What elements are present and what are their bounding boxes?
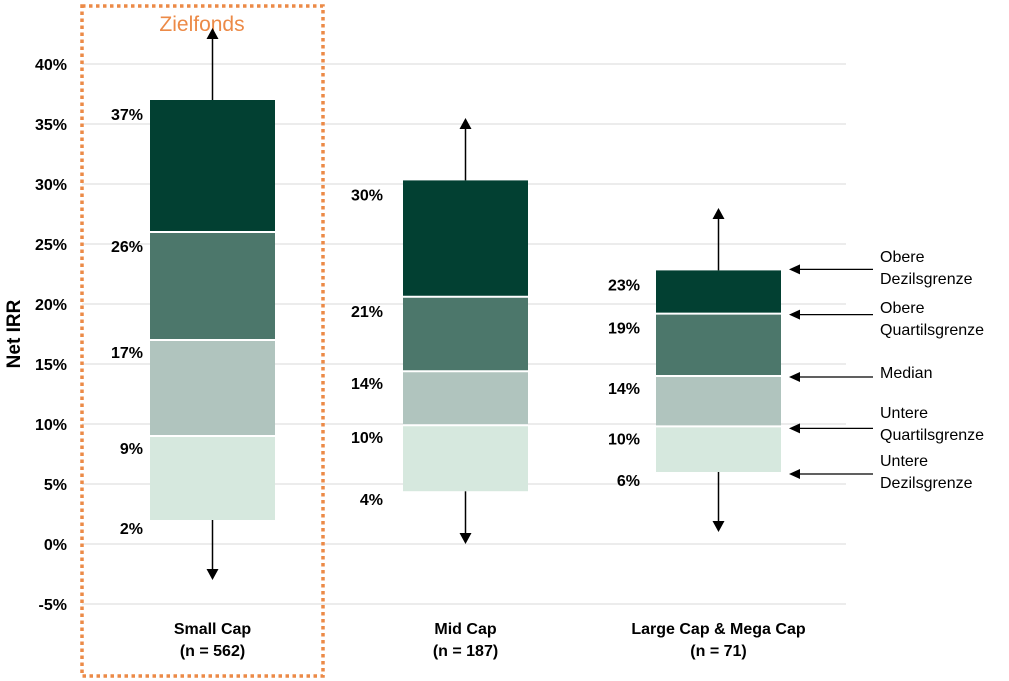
category-label: Mid Cap — [434, 621, 496, 638]
legend-item-lower-decile: Untere Dezilsgrenze — [789, 453, 973, 492]
legend-arrow-head — [789, 309, 800, 320]
lower-quartile-segment — [656, 376, 781, 427]
arrow-head — [206, 569, 219, 580]
legend-arrow-head — [789, 423, 800, 434]
legend-label: Untere — [880, 453, 928, 470]
arrow-head — [712, 521, 725, 532]
value-label-lower-quartile: 10% — [608, 431, 640, 448]
value-label-median: 17% — [111, 345, 143, 362]
legend-arrow-head — [789, 264, 800, 275]
value-label-lower-decile: 6% — [617, 473, 640, 490]
legend-label: Obere — [880, 300, 925, 317]
arrow-head — [712, 208, 725, 219]
arrow-head — [206, 28, 219, 39]
legend: Obere Dezilsgrenze Obere Quartilsgrenze Medi… — [789, 249, 984, 492]
y-tick-label: 15% — [35, 357, 67, 374]
value-label-median: 14% — [608, 381, 640, 398]
category-labels: Small Cap (n = 562) Mid Cap (n = 187) Large … — [174, 621, 806, 660]
value-label-upper-quartile: 26% — [111, 239, 143, 256]
lower-quartile-segment — [150, 340, 275, 436]
y-tick-label: 35% — [35, 117, 67, 134]
value-label-upper-quartile: 19% — [608, 321, 640, 338]
upper-quartile-segment — [150, 232, 275, 340]
legend-label: Dezilsgrenze — [880, 475, 973, 492]
value-label-upper-decile: 30% — [351, 187, 383, 204]
legend-arrow-head — [789, 372, 800, 382]
lower-quartile-segment — [403, 371, 528, 426]
upper-decile-segment — [656, 270, 781, 314]
value-label-upper-quartile: 21% — [351, 304, 383, 321]
legend-label: Untere — [880, 405, 928, 422]
legend-label: Quartilsgrenze — [880, 322, 984, 339]
arrow-head — [459, 118, 472, 129]
value-label-lower-quartile: 10% — [351, 430, 383, 447]
upper-decile-segment — [403, 180, 528, 297]
value-label-median: 14% — [351, 376, 383, 393]
legend-label: Quartilsgrenze — [880, 427, 984, 444]
category-n-label: (n = 187) — [433, 643, 498, 660]
legend-arrow-head — [789, 469, 800, 479]
legend-item-lower-quartile: Untere Quartilsgrenze — [789, 405, 984, 444]
lower-decile-segment — [656, 426, 781, 472]
y-tick-label: 25% — [35, 237, 67, 254]
value-label-upper-decile: 23% — [608, 277, 640, 294]
value-label-lower-quartile: 9% — [120, 441, 143, 458]
y-tick-label: 5% — [44, 477, 67, 494]
highlight-label: Zielfonds — [159, 13, 244, 36]
category-label: Small Cap — [174, 621, 252, 638]
legend-label: Median — [880, 365, 932, 382]
category-label: Large Cap & Mega Cap — [631, 621, 805, 638]
y-tick-label: 30% — [35, 177, 67, 194]
value-label-lower-decile: 2% — [120, 521, 143, 538]
y-axis-label: Net IRR — [4, 299, 25, 368]
box-series: 37% 26% 17% 9% 2% 30% 21% 14% 10% 4% 23% 19% 14% 10% 6… — [111, 28, 781, 580]
box-mid-cap: 30% 21% 14% 10% 4% — [351, 118, 528, 544]
legend-item-upper-quartile: Obere Quartilsgrenze — [789, 300, 984, 339]
y-tick-label: -5% — [39, 597, 67, 614]
legend-item-upper-decile: Obere Dezilsgrenze — [789, 249, 973, 288]
y-tick-label: 0% — [44, 537, 67, 554]
value-label-upper-decile: 37% — [111, 107, 143, 124]
category-n-label: (n = 71) — [690, 643, 746, 660]
y-tick-label: 40% — [35, 57, 67, 74]
y-tick-label: 10% — [35, 417, 67, 434]
legend-label: Obere — [880, 249, 925, 266]
lower-decile-segment — [150, 436, 275, 520]
box-large-cap-mega-cap: 23% 19% 14% 10% 6% — [608, 208, 781, 532]
upper-quartile-segment — [403, 296, 528, 372]
upper-decile-segment — [150, 100, 275, 232]
box-small-cap: 37% 26% 17% 9% 2% — [111, 28, 275, 580]
lower-decile-segment — [403, 425, 528, 492]
value-label-lower-decile: 4% — [360, 492, 383, 509]
highlight-box — [80, 4, 325, 678]
legend-item-median: Median — [789, 365, 932, 382]
y-tick-label: 20% — [35, 297, 67, 314]
upper-quartile-segment — [656, 313, 781, 376]
legend-label: Dezilsgrenze — [880, 271, 973, 288]
y-tick-labels: -5% 0% 5% 10% 15% 20% 25% 30% 35% 40% — [35, 57, 67, 614]
arrow-head — [459, 533, 472, 544]
category-n-label: (n = 562) — [180, 643, 245, 660]
